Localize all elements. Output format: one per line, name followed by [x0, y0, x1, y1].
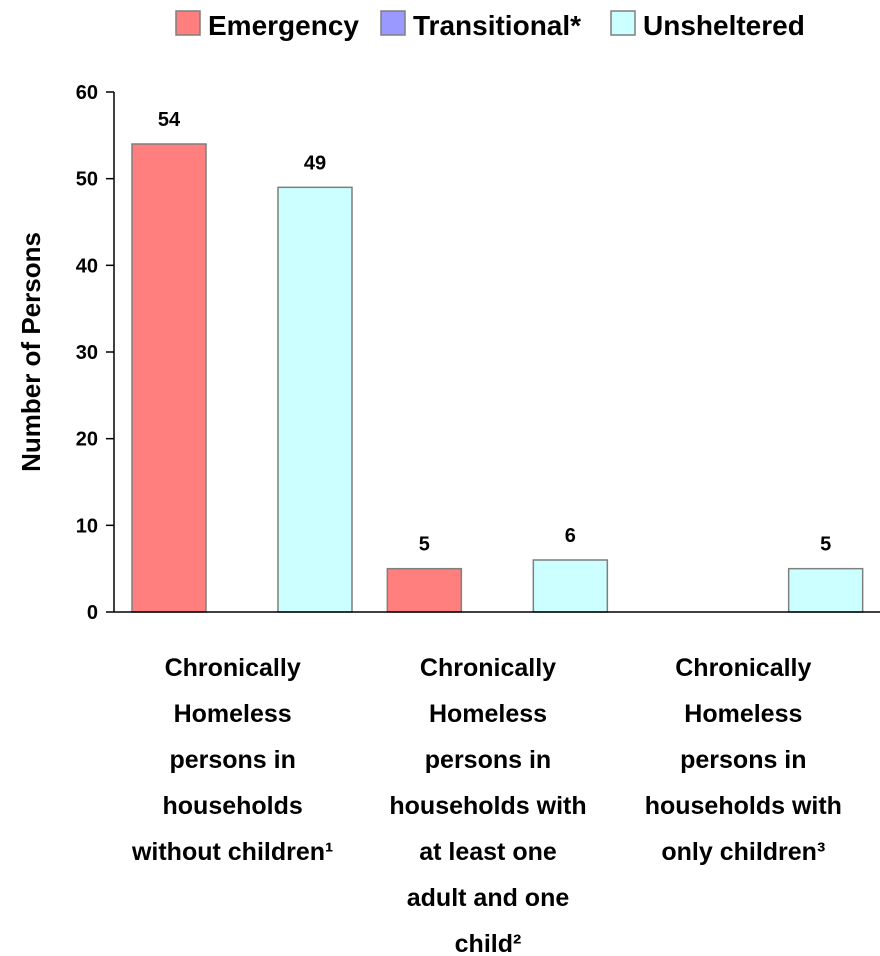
y-tick-label-5: 50 [76, 169, 98, 191]
y-tick-label-3: 30 [76, 342, 98, 364]
value-label-2-0: 49 [304, 152, 326, 174]
legend: Emergency Transitional* Unsheltered [175, 10, 805, 41]
y-tick-label-6: 60 [76, 82, 98, 104]
bar-0-0 [131, 143, 207, 613]
bar-2-1 [532, 559, 609, 613]
legend-swatch-1 [380, 10, 406, 36]
category-labels: Chronically Homeless persons in households w… [131, 654, 842, 956]
category-label-1: Chronically Homeless persons in households … [389, 654, 586, 956]
bars: 54 5 49 6 5 [131, 109, 864, 613]
legend-swatch-2 [610, 10, 636, 36]
value-label-2-2: 5 [820, 534, 831, 556]
value-label-0-0: 54 [158, 109, 181, 131]
bar-2-0 [277, 186, 353, 613]
y-tick-label-4: 40 [76, 255, 98, 277]
y-tick-label-1: 10 [76, 515, 98, 537]
bar-0-1 [386, 567, 463, 613]
category-label-0: Chronically Homeless persons in households w… [131, 654, 333, 866]
legend-swatch-0 [175, 10, 201, 36]
y-tick-label-0: 0 [87, 602, 98, 624]
legend-label-1: Transitional* [413, 10, 581, 41]
bar-2-2 [787, 567, 864, 613]
y-tick-label-2: 20 [76, 429, 98, 451]
category-label-2: Chronically Homeless persons in households … [645, 654, 842, 866]
legend-label-2: Unsheltered [643, 10, 805, 41]
y-axis: 0 10 20 30 40 50 60 [76, 82, 115, 624]
y-axis-title: Number of Persons [16, 232, 46, 472]
value-label-0-1: 5 [419, 534, 430, 556]
legend-label-0: Emergency [208, 10, 359, 41]
value-label-2-1: 6 [565, 525, 576, 547]
